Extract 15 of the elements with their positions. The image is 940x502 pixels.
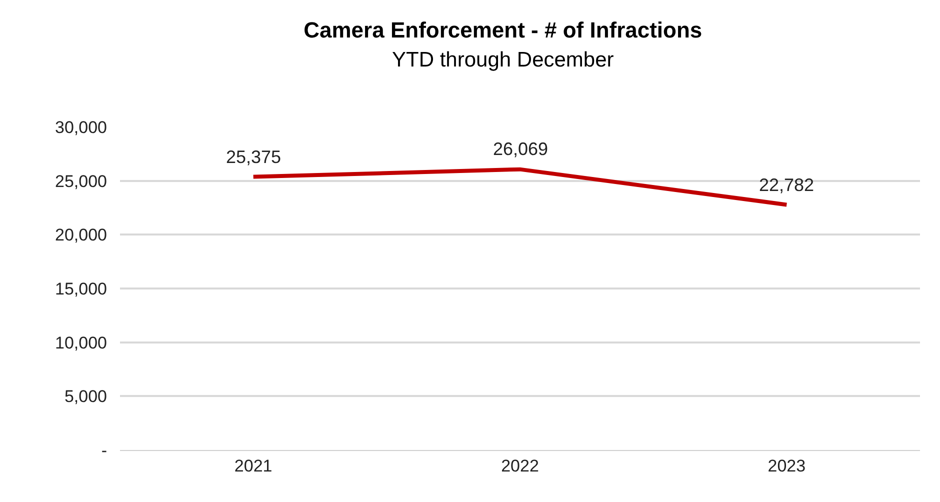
x-tick-label: 2021 [234,456,272,476]
data-label: 26,069 [493,139,548,159]
y-tick-label: 30,000 [55,118,107,137]
y-tick-label: 5,000 [64,387,107,406]
y-tick-label: 20,000 [55,226,107,245]
data-label: 22,782 [759,175,814,195]
x-tick-label: 2023 [768,456,806,476]
x-tick-label: 2022 [501,456,539,476]
chart-title: Camera Enforcement - # of Infractions [304,18,702,43]
data-label: 25,375 [226,147,282,167]
y-tick-label: 10,000 [55,333,107,352]
y-tick-label: 15,000 [55,279,107,298]
chart-subtitle: YTD through December [392,48,614,72]
y-tick-label: - [101,440,107,460]
y-tick-label: 25,000 [55,172,107,191]
